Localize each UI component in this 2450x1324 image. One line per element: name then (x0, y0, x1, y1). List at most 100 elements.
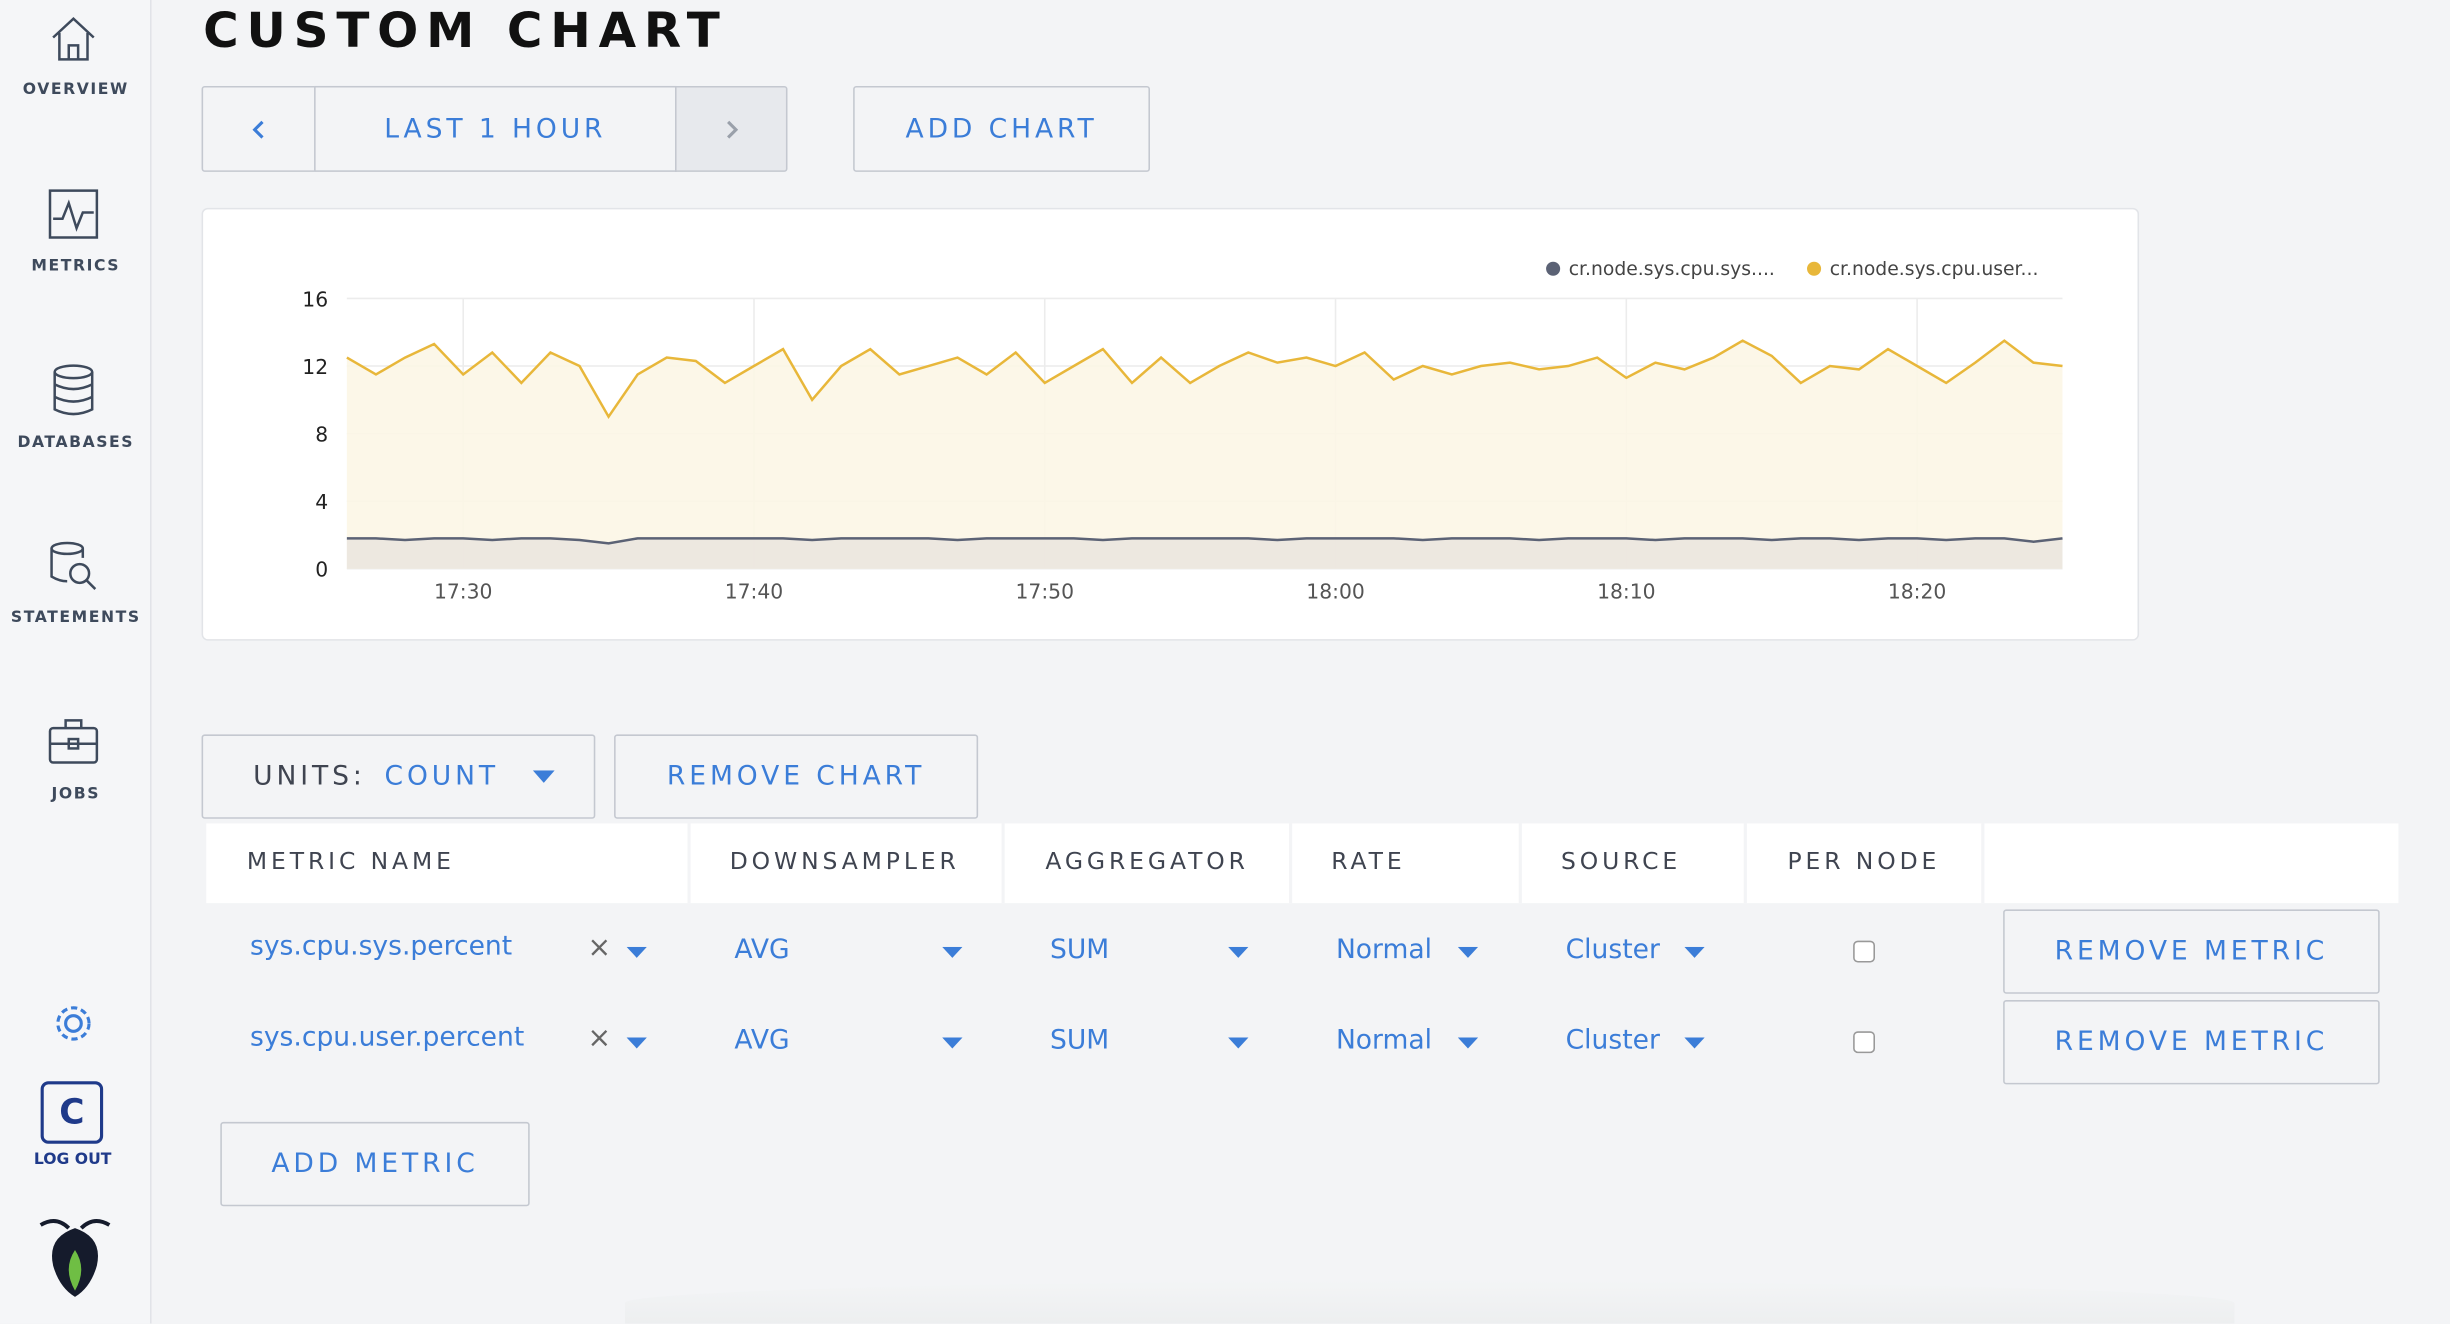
x-tick-label: 18:20 (1888, 579, 1946, 603)
series-area (346, 340, 2063, 569)
avatar[interactable]: C (40, 1081, 104, 1144)
chevron-right (727, 119, 739, 138)
metric-name[interactable]: sys.cpu.sys.percent (250, 931, 513, 963)
caret-shape (1684, 1037, 1705, 1049)
caret[interactable] (942, 1037, 963, 1051)
clear-icon[interactable]: × (587, 1021, 612, 1055)
nav-item[interactable]: OVERVIEW (22, 81, 129, 99)
caret[interactable] (1457, 946, 1479, 960)
y-tick-label: 8 (315, 422, 328, 446)
y-tick-label: 4 (315, 490, 328, 514)
caret (533, 770, 556, 783)
logout[interactable]: LOG OUT (33, 1151, 112, 1169)
series-line (346, 339, 2063, 420)
dropdown-value[interactable]: SUM (1050, 1025, 1110, 1057)
nav-item[interactable]: DATABASES (17, 434, 135, 452)
column-divider (1289, 823, 1293, 904)
caret[interactable] (1228, 1037, 1249, 1051)
dropdown-value[interactable]: Cluster (1565, 934, 1660, 966)
x-tick-label: 17:50 (1016, 579, 1075, 603)
column-header: SOURCE (1560, 846, 1682, 875)
column-header: PER NODE (1787, 846, 1941, 875)
remove-metric-button[interactable]: REMOVE METRIC (2003, 1000, 2380, 1085)
units-value: COUNT (384, 760, 500, 793)
x-tick-label: 17:40 (725, 579, 784, 603)
dropdown-value[interactable]: Normal (1335, 1025, 1433, 1057)
y-tick-label: 16 (302, 287, 328, 311)
caret[interactable] (942, 946, 963, 960)
caret[interactable] (1684, 946, 1705, 960)
per-node-checkbox[interactable] (1853, 1031, 1875, 1054)
column-header: DOWNSAMPLER (729, 846, 960, 875)
add-metric-button[interactable]: ADD METRIC (220, 1121, 530, 1207)
time-range[interactable]: LAST 1 HOUR (314, 85, 677, 172)
legend-label: cr.node.sys.cpu.user... (1830, 259, 2039, 280)
dropdown-value[interactable]: Cluster (1565, 1025, 1660, 1057)
dropdown-value[interactable]: Normal (1335, 934, 1433, 966)
legend-swatch (1546, 261, 1561, 276)
remove-metric-button[interactable]: REMOVE METRIC (2003, 909, 2380, 994)
dropdown-value[interactable]: SUM (1050, 934, 1110, 966)
sidebar: OVERVIEW METRICS DATABASES STATEMENTS JO… (0, 0, 152, 1324)
chevron-left (251, 119, 263, 138)
y-tick-label: 12 (302, 355, 328, 379)
table-header-bg (206, 823, 2399, 904)
units-label: UNITS: (253, 760, 366, 793)
prev-button[interactable] (201, 85, 316, 172)
x-tick-label: 17:30 (434, 579, 493, 603)
per-node-checkbox[interactable] (1853, 940, 1875, 963)
nav-item[interactable]: STATEMENTS (10, 609, 141, 627)
dropdown-value[interactable]: AVG (734, 934, 790, 966)
caret-shape (1228, 946, 1249, 958)
column-header: RATE (1331, 846, 1406, 875)
remove-chart-button[interactable]: REMOVE CHART (614, 734, 979, 819)
overview-icon (52, 17, 95, 61)
legend-label: cr.node.sys.cpu.sys.... (1569, 259, 1775, 280)
legend-swatch (1807, 261, 1822, 276)
bottom-shadow (625, 1281, 2235, 1324)
caret[interactable] (626, 1037, 647, 1051)
column-divider (1001, 823, 1005, 904)
column-divider (687, 823, 691, 904)
column-header: METRIC NAME (246, 846, 455, 875)
caret[interactable] (1684, 1037, 1705, 1051)
settings-icon[interactable] (50, 1000, 97, 1047)
series-line (346, 537, 2063, 545)
caret[interactable] (1457, 1037, 1479, 1051)
x-tick-label: 18:00 (1306, 579, 1365, 603)
y-tick-label: 0 (315, 558, 328, 582)
dropdown-value[interactable]: AVG (734, 1025, 790, 1057)
column-header: AGGREGATOR (1045, 846, 1249, 875)
jobs-icon (48, 719, 99, 764)
x-tick-label: 18:10 (1597, 579, 1656, 603)
units-dropdown[interactable]: UNITS: COUNT (201, 734, 596, 819)
nav-item[interactable]: METRICS (31, 257, 121, 275)
series-area (346, 538, 2063, 569)
metrics-icon (48, 189, 99, 239)
column-divider (1518, 823, 1522, 904)
statements-icon (50, 541, 97, 590)
clear-icon[interactable]: × (587, 931, 612, 965)
caret-shape (1228, 1037, 1249, 1049)
next-button[interactable] (675, 85, 788, 172)
nav-item[interactable]: JOBS (51, 785, 101, 804)
caret-shape (1684, 946, 1705, 958)
caret-shape (942, 1037, 963, 1049)
metric-name[interactable]: sys.cpu.user.percent (250, 1021, 525, 1054)
column-divider (1743, 823, 1747, 904)
column-divider (1981, 823, 1985, 904)
caret-shape (942, 946, 963, 958)
add-chart-button[interactable]: ADD CHART (853, 85, 1150, 172)
caret-shape (1457, 1037, 1479, 1049)
databases-icon (53, 364, 94, 416)
page-title: CUSTOM CHART (203, 3, 728, 60)
caret[interactable] (1228, 946, 1249, 960)
logo (39, 1219, 111, 1297)
caret[interactable] (626, 946, 647, 960)
caret-shape (626, 946, 647, 958)
caret-shape (626, 1037, 647, 1049)
caret-shape (1457, 946, 1479, 958)
